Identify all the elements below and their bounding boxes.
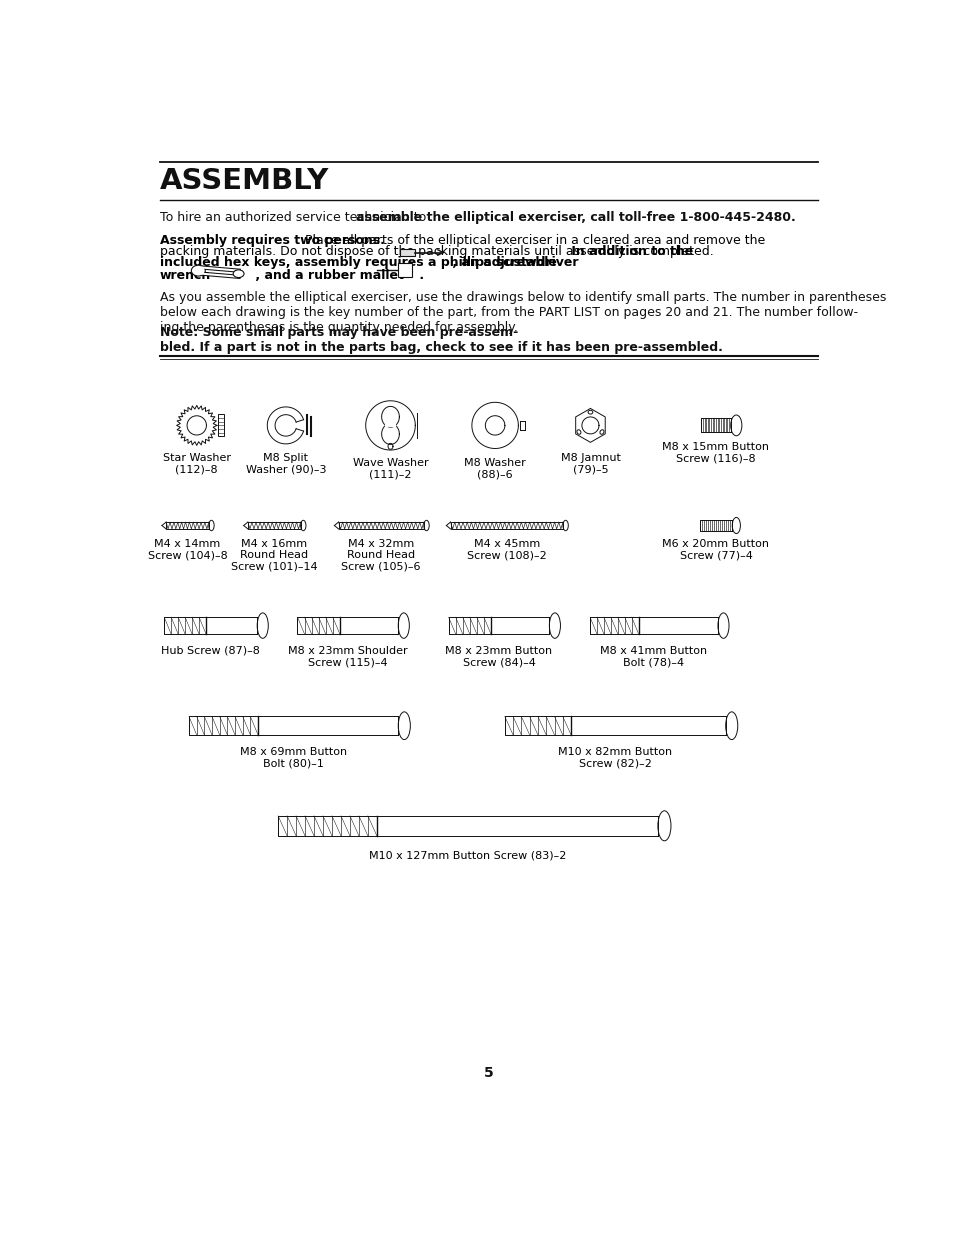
Bar xyxy=(699,520,732,531)
Text: included hex keys, assembly requires a phillips screwdriver: included hex keys, assembly requires a p… xyxy=(159,256,578,269)
Ellipse shape xyxy=(587,410,592,414)
Text: M8 x 23mm Shoulder
Screw (115)–4: M8 x 23mm Shoulder Screw (115)–4 xyxy=(288,646,407,667)
Ellipse shape xyxy=(397,711,410,740)
Bar xyxy=(189,716,397,735)
Polygon shape xyxy=(176,405,216,446)
Ellipse shape xyxy=(730,415,741,436)
Text: M10 x 127mm Button Screw (83)–2: M10 x 127mm Button Screw (83)–2 xyxy=(369,851,566,861)
Ellipse shape xyxy=(397,613,409,638)
Text: packing materials. Do not dispose of the packing materials until assembly is com: packing materials. Do not dispose of the… xyxy=(159,246,713,258)
Text: In addition to the: In addition to the xyxy=(567,246,693,258)
Text: .: . xyxy=(415,269,424,282)
Bar xyxy=(164,618,257,634)
Ellipse shape xyxy=(209,520,213,531)
Ellipse shape xyxy=(732,517,740,534)
Text: assemble the elliptical exerciser, call toll-free 1-800-445-2480.: assemble the elliptical exerciser, call … xyxy=(356,211,796,225)
Ellipse shape xyxy=(192,266,205,275)
Text: M4 x 14mm
Screw (104)–8: M4 x 14mm Screw (104)–8 xyxy=(148,538,227,561)
Bar xyxy=(399,249,415,256)
Text: Star Washer
(112)–8: Star Washer (112)–8 xyxy=(163,453,231,474)
Text: M8 x 41mm Button
Bolt (78)–4: M8 x 41mm Button Bolt (78)–4 xyxy=(599,646,707,667)
Text: Wave Washer
(111)–2: Wave Washer (111)–2 xyxy=(353,458,428,479)
Ellipse shape xyxy=(562,520,568,531)
Ellipse shape xyxy=(423,520,429,531)
Text: M8 x 15mm Button
Screw (116)–8: M8 x 15mm Button Screw (116)–8 xyxy=(661,442,769,464)
Ellipse shape xyxy=(549,613,559,638)
Bar xyxy=(397,263,412,277)
Bar xyxy=(504,716,725,735)
Text: To hire an authorized service technician to: To hire an authorized service technician… xyxy=(159,211,430,225)
Text: M8 x 23mm Button
Screw (84)–4: M8 x 23mm Button Screw (84)–4 xyxy=(445,646,552,667)
Text: M6 x 20mm Button
Screw (77)–4: M6 x 20mm Button Screw (77)–4 xyxy=(661,538,769,561)
Ellipse shape xyxy=(718,613,728,638)
Text: M4 x 45mm
Screw (108)–2: M4 x 45mm Screw (108)–2 xyxy=(466,538,546,561)
Text: M10 x 82mm Button
Screw (82)–2: M10 x 82mm Button Screw (82)–2 xyxy=(558,747,672,769)
Text: M8 Split
Washer (90)–3: M8 Split Washer (90)–3 xyxy=(245,453,326,474)
Text: M8 Washer
(88)–6: M8 Washer (88)–6 xyxy=(464,458,525,479)
Bar xyxy=(450,522,562,529)
Ellipse shape xyxy=(300,520,306,531)
Text: M4 x 32mm
Round Head
Screw (105)–6: M4 x 32mm Round Head Screw (105)–6 xyxy=(341,538,420,572)
Ellipse shape xyxy=(658,811,670,841)
Text: M8 x 69mm Button
Bolt (80)–1: M8 x 69mm Button Bolt (80)–1 xyxy=(240,747,347,769)
Bar xyxy=(590,618,718,634)
Ellipse shape xyxy=(599,430,603,435)
Ellipse shape xyxy=(725,711,737,740)
Bar xyxy=(448,618,549,634)
Text: Assembly requires two persons.: Assembly requires two persons. xyxy=(159,235,384,247)
Bar xyxy=(700,419,730,432)
Text: , and a rubber mallet: , and a rubber mallet xyxy=(251,269,403,282)
Bar xyxy=(248,522,300,529)
Bar xyxy=(218,415,224,436)
Ellipse shape xyxy=(577,430,580,435)
Text: Place all parts of the elliptical exerciser in a cleared area and remove the: Place all parts of the elliptical exerci… xyxy=(301,235,765,247)
Text: M8 Jamnut
(79)–5: M8 Jamnut (79)–5 xyxy=(560,453,619,474)
Ellipse shape xyxy=(233,270,244,278)
Text: Hub Screw (87)–8: Hub Screw (87)–8 xyxy=(161,646,260,656)
Bar xyxy=(166,522,209,529)
Bar xyxy=(338,522,423,529)
Text: M4 x 16mm
Round Head
Screw (101)–14: M4 x 16mm Round Head Screw (101)–14 xyxy=(231,538,317,572)
Bar xyxy=(297,618,397,634)
Text: , an adjustable: , an adjustable xyxy=(447,256,557,269)
Text: 5: 5 xyxy=(483,1066,494,1079)
Ellipse shape xyxy=(257,613,268,638)
Text: ASSEMBLY: ASSEMBLY xyxy=(159,168,329,195)
Text: wrench: wrench xyxy=(159,269,211,282)
Polygon shape xyxy=(575,409,604,442)
Text: As you assemble the elliptical exerciser, use the drawings below to identify sma: As you assemble the elliptical exerciser… xyxy=(159,290,885,333)
Text: Note: Some small parts may have been pre-assem-
bled. If a part is not in the pa: Note: Some small parts may have been pre… xyxy=(159,326,721,354)
Bar xyxy=(278,816,658,836)
